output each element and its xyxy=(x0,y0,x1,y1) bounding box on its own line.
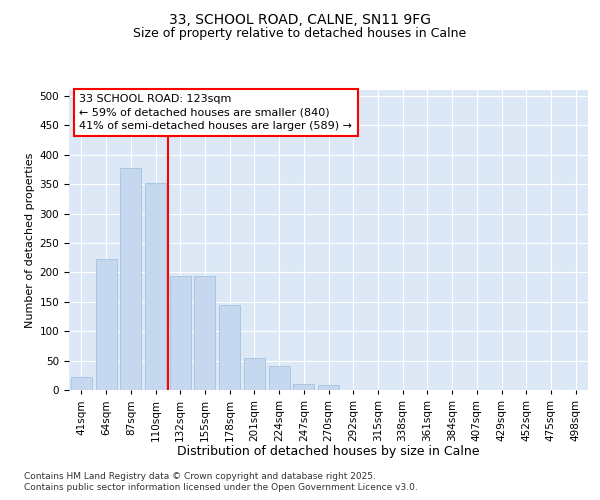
Bar xyxy=(194,276,215,390)
X-axis label: Distribution of detached houses by size in Calne: Distribution of detached houses by size … xyxy=(177,446,480,458)
Text: Contains HM Land Registry data © Crown copyright and database right 2025.
Contai: Contains HM Land Registry data © Crown c… xyxy=(24,472,418,492)
Bar xyxy=(145,183,166,390)
Bar xyxy=(293,384,314,390)
Text: 33, SCHOOL ROAD, CALNE, SN11 9FG: 33, SCHOOL ROAD, CALNE, SN11 9FG xyxy=(169,12,431,26)
Text: 33 SCHOOL ROAD: 123sqm
← 59% of detached houses are smaller (840)
41% of semi-de: 33 SCHOOL ROAD: 123sqm ← 59% of detached… xyxy=(79,94,352,131)
Bar xyxy=(120,168,141,390)
Bar xyxy=(71,377,92,390)
Y-axis label: Number of detached properties: Number of detached properties xyxy=(25,152,35,328)
Bar xyxy=(244,358,265,390)
Bar xyxy=(170,276,191,390)
Bar xyxy=(318,386,339,390)
Text: Size of property relative to detached houses in Calne: Size of property relative to detached ho… xyxy=(133,28,467,40)
Bar xyxy=(219,304,240,390)
Bar xyxy=(269,366,290,390)
Bar xyxy=(95,260,116,390)
